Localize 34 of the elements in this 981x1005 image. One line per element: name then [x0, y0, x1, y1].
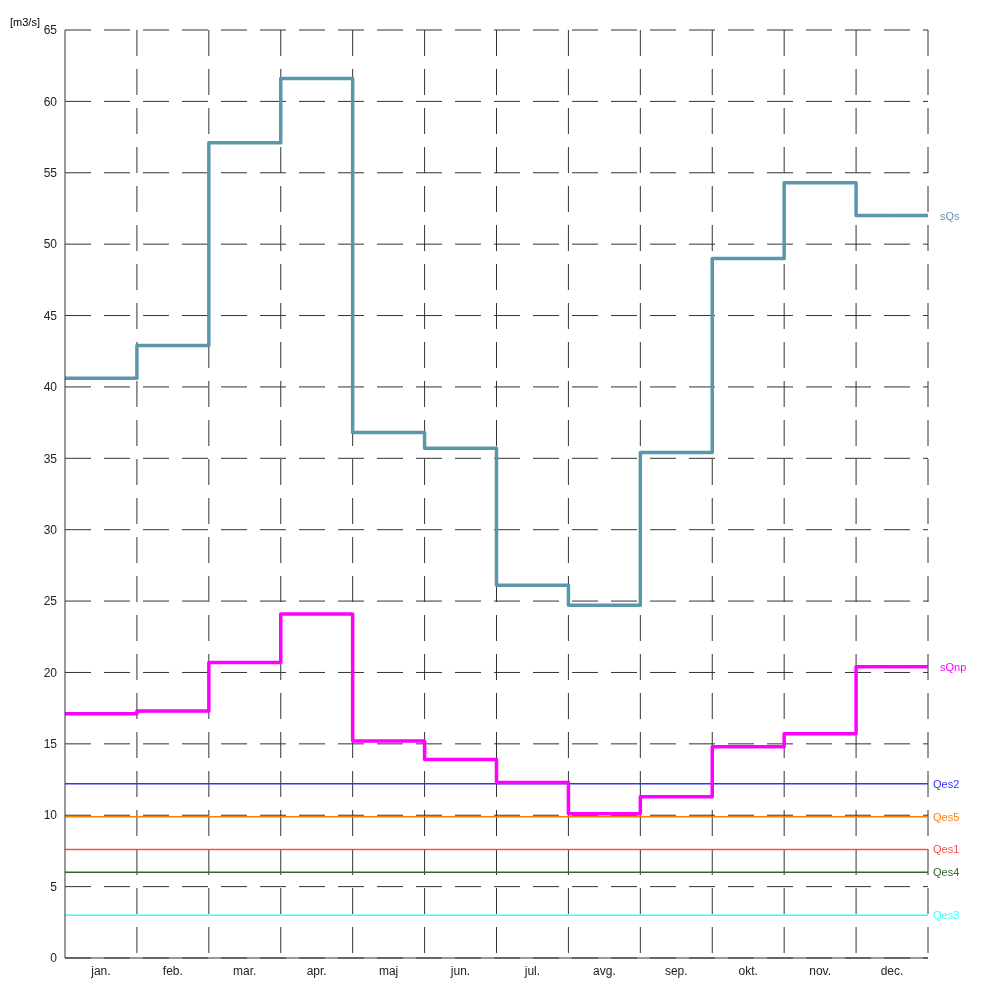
x-tick-label: dec. [880, 963, 904, 978]
x-tick-label: nov. [809, 963, 832, 978]
x-tick-label: maj [378, 963, 399, 978]
x-tick-label: feb. [162, 963, 183, 978]
y-tick-label: 45 [43, 308, 58, 323]
x-tick-label: jan. [90, 963, 111, 978]
y-tick-label: 10 [43, 808, 58, 823]
ref-line-label: Qes1 [933, 843, 960, 856]
ref-line-label: Qes5 [933, 810, 960, 823]
y-tick-label: 30 [43, 522, 58, 537]
y-tick-label: 35 [43, 451, 58, 466]
y-tick-label: 0 [50, 951, 58, 966]
y-tick-label: 50 [43, 237, 58, 252]
y-tick-label: 15 [43, 737, 58, 752]
x-tick-label: sep. [664, 963, 688, 978]
y-tick-label: 60 [43, 94, 58, 109]
x-tick-label: apr. [306, 963, 327, 978]
y-tick-label: 20 [43, 665, 58, 680]
x-tick-label: jul. [523, 963, 541, 978]
text: sQs [940, 209, 961, 222]
ref-line-label: Qes3 [933, 909, 960, 922]
y-tick-label: 25 [43, 594, 58, 609]
y-tick-label: 40 [43, 380, 58, 395]
y-tick-label: 65 [43, 23, 58, 38]
y-axis-title: [m3/s] [10, 16, 40, 28]
y-tick-label: 5 [50, 879, 58, 894]
x-tick-label: jun. [449, 963, 471, 978]
x-tick-label: okt. [738, 963, 758, 978]
x-tick-label: mar. [233, 963, 257, 978]
x-tick-label: avg. [593, 963, 616, 978]
text: sQnp [940, 660, 967, 673]
ref-line-label: Qes2 [933, 777, 960, 790]
y-tick-label: 55 [43, 166, 58, 181]
ref-line-label: Qes4 [933, 866, 960, 879]
